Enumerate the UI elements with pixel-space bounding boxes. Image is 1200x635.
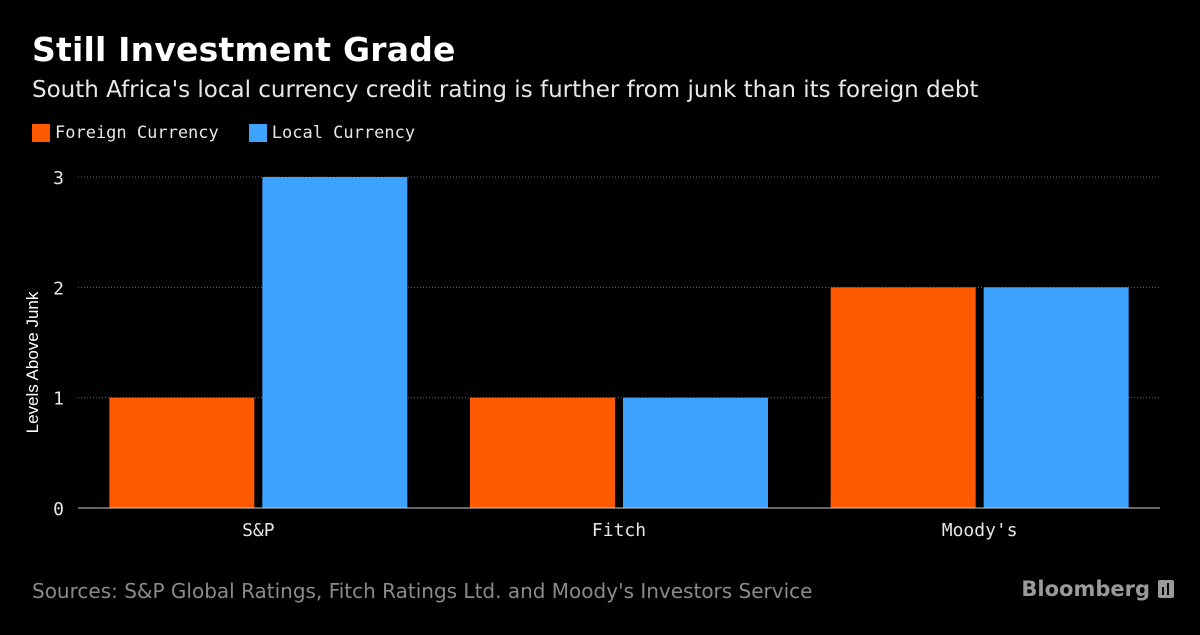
legend-label-foreign-currency: Foreign Currency [55,123,219,143]
x-tick-label-2: Moody's [942,520,1018,541]
legend-swatch-foreign-currency [32,124,50,142]
y-tick-label-0: 0 [53,499,64,520]
chart-subtitle: South Africa's local currency credit rat… [32,77,979,103]
legend-swatch-local-currency [248,124,267,142]
bar-foreign-currency-s-p [109,397,255,508]
chart-title: Still Investment Grade [32,30,456,69]
legend-item-foreign-currency: Foreign Currency [32,123,219,143]
x-tick-label-0: S&P [242,520,275,541]
y-tick-label-2: 2 [53,278,64,299]
bar-foreign-currency-fitch [470,397,615,508]
bloomberg-wordmark: Bloomberg [1021,577,1150,601]
bloomberg-logo: Bloomberg [1021,577,1174,601]
bar-foreign-currency-moody-s [830,287,976,508]
bloomberg-terminal-icon [1158,580,1174,598]
bar-local-currency-s-p [262,177,408,508]
y-tick-label-3: 3 [53,168,64,189]
bar-local-currency-moody-s [983,287,1129,508]
legend-label-local-currency: Local Currency [271,123,416,143]
legend-item-local-currency: Local Currency [248,123,416,143]
y-axis-label: Levels Above Junk [23,291,42,433]
y-tick-label-1: 1 [53,389,64,410]
bar-local-currency-fitch [623,397,768,508]
x-tick-label-1: Fitch [592,520,646,541]
source-note: Sources: S&P Global Ratings, Fitch Ratin… [32,579,813,603]
legend: Foreign Currency Local Currency [32,123,445,143]
